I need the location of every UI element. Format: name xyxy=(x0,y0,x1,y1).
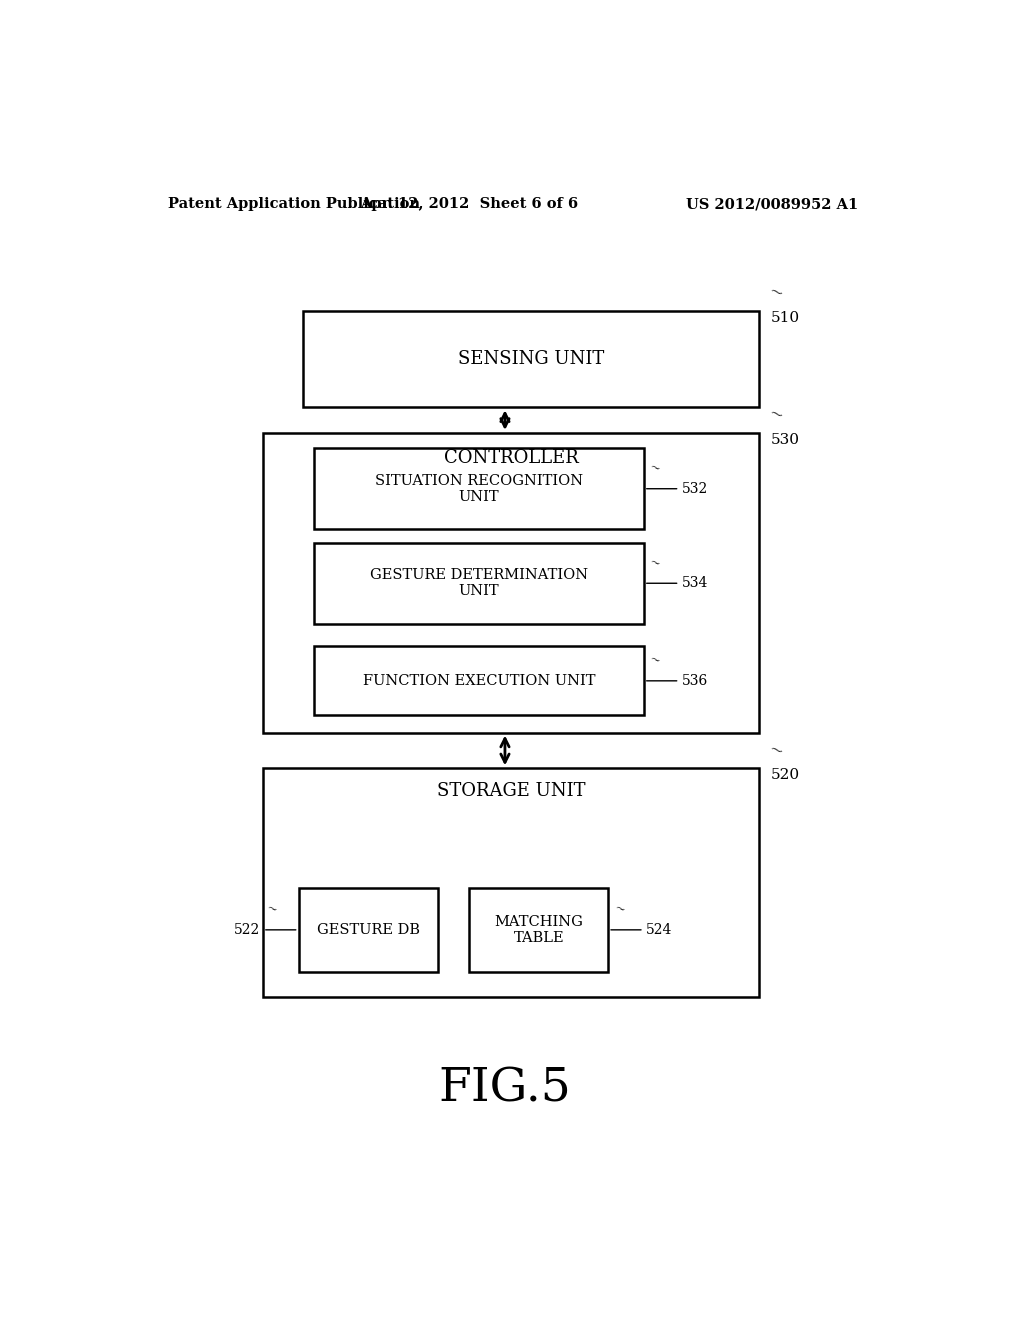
Text: FUNCTION EXECUTION UNIT: FUNCTION EXECUTION UNIT xyxy=(362,673,595,688)
Bar xyxy=(263,768,759,997)
Text: SITUATION RECOGNITION
UNIT: SITUATION RECOGNITION UNIT xyxy=(375,474,584,504)
Bar xyxy=(299,888,437,972)
Text: Apr. 12, 2012  Sheet 6 of 6: Apr. 12, 2012 Sheet 6 of 6 xyxy=(360,197,579,211)
Text: ~: ~ xyxy=(767,739,785,760)
Text: 524: 524 xyxy=(646,923,673,937)
Bar xyxy=(263,433,759,733)
Text: MATCHING
TABLE: MATCHING TABLE xyxy=(495,915,583,945)
Text: ~: ~ xyxy=(612,902,627,917)
Text: ~: ~ xyxy=(767,282,785,302)
Text: GESTURE DETERMINATION
UNIT: GESTURE DETERMINATION UNIT xyxy=(370,568,588,598)
Text: 520: 520 xyxy=(771,768,800,783)
Text: ~: ~ xyxy=(648,556,663,572)
Text: 522: 522 xyxy=(234,923,260,937)
Bar xyxy=(314,543,644,624)
Text: STORAGE UNIT: STORAGE UNIT xyxy=(436,781,585,800)
Text: Patent Application Publication: Patent Application Publication xyxy=(168,197,420,211)
Text: 532: 532 xyxy=(682,482,709,496)
Text: GESTURE DB: GESTURE DB xyxy=(316,923,420,937)
Bar xyxy=(469,888,608,972)
Bar xyxy=(303,312,759,408)
Text: 534: 534 xyxy=(682,577,709,590)
Text: FIG.5: FIG.5 xyxy=(438,1065,571,1111)
Text: 536: 536 xyxy=(682,673,709,688)
Bar xyxy=(314,447,644,529)
Text: ~: ~ xyxy=(648,461,663,477)
Text: 510: 510 xyxy=(771,312,800,325)
Text: CONTROLLER: CONTROLLER xyxy=(443,449,579,467)
Text: 530: 530 xyxy=(771,433,800,447)
Bar xyxy=(314,647,644,715)
Text: US 2012/0089952 A1: US 2012/0089952 A1 xyxy=(686,197,858,211)
Text: ~: ~ xyxy=(264,902,279,917)
Text: SENSING UNIT: SENSING UNIT xyxy=(458,350,604,368)
Text: ~: ~ xyxy=(767,404,785,425)
Text: ~: ~ xyxy=(648,653,663,669)
